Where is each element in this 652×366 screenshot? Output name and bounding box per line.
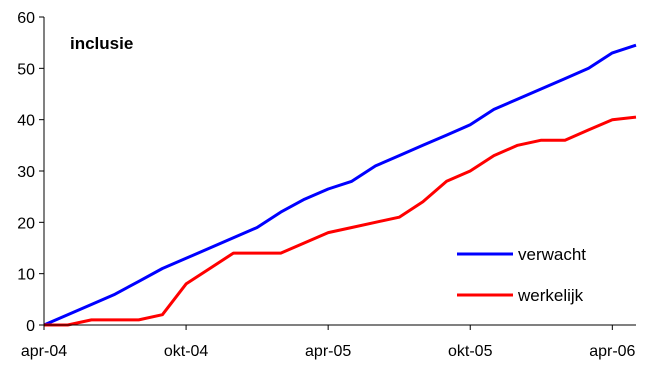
y-tick-label: 0 xyxy=(26,318,35,335)
y-tick-label: 40 xyxy=(17,113,35,130)
legend: verwacht werkelijk xyxy=(457,245,586,305)
x-tick-label: okt-04 xyxy=(164,343,209,360)
y-axis-ticks: 0 10 20 30 40 50 60 xyxy=(17,10,44,335)
legend-label-verwacht: verwacht xyxy=(518,245,586,264)
y-tick-label: 20 xyxy=(17,215,35,232)
y-tick-label: 60 xyxy=(17,10,35,27)
x-tick-label: apr-06 xyxy=(589,343,635,360)
x-tick-label: okt-05 xyxy=(448,343,493,360)
chart-title: inclusie xyxy=(70,34,133,53)
y-tick-label: 30 xyxy=(17,164,35,181)
series-layer xyxy=(43,43,637,327)
x-axis-ticks: apr-04 okt-04 apr-05 okt-05 apr-06 xyxy=(21,325,636,360)
y-tick-label: 50 xyxy=(17,61,35,78)
x-tick-label: apr-05 xyxy=(305,343,351,360)
series-line-verwacht xyxy=(43,43,637,327)
series-line-werkelijk xyxy=(44,115,637,327)
x-tick-label: apr-04 xyxy=(21,343,67,360)
legend-label-werkelijk: werkelijk xyxy=(517,286,584,305)
y-tick-label: 10 xyxy=(17,267,35,284)
